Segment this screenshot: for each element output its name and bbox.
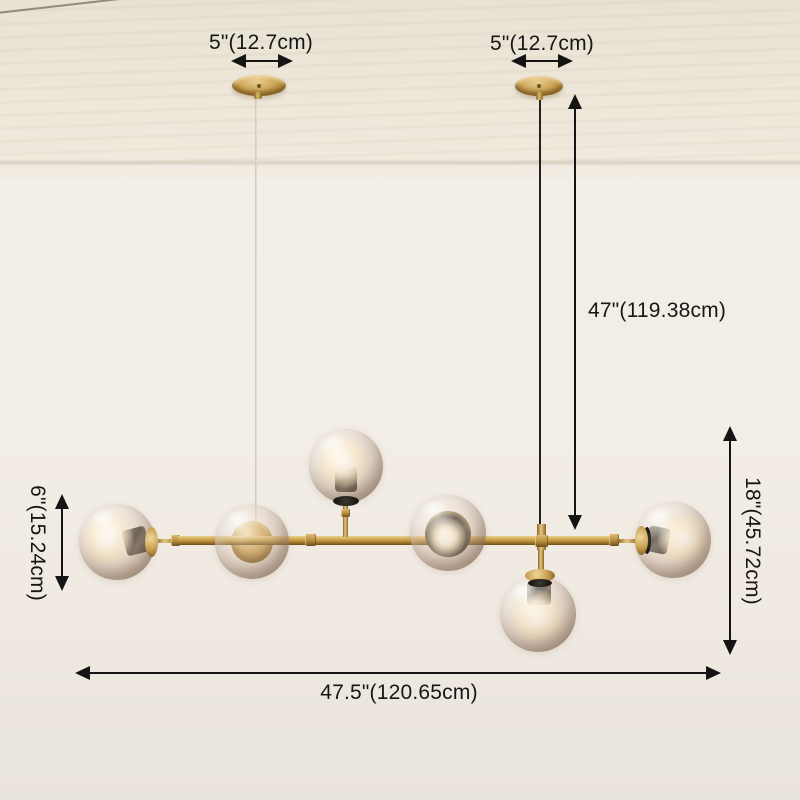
globe-height-label: 6"(15.24cm) <box>26 485 49 601</box>
canopy-left-width-arrow-icon <box>231 54 293 68</box>
globe-1-glass <box>79 504 155 580</box>
drop-height-label: 47"(119.38cm) <box>588 299 727 322</box>
arm-coupler-left <box>171 535 180 546</box>
globe-1-mount-bowl <box>145 527 158 557</box>
canopy-right-cord-grip <box>536 92 543 100</box>
globe-2-glass <box>215 505 289 579</box>
canopy-left-width-label: 5"(12.7cm) <box>209 31 313 54</box>
fixture-width-label: 47.5"(120.65cm) <box>320 681 478 704</box>
globe-5-glass <box>500 576 576 652</box>
globe-3-stem-coupler <box>341 509 350 517</box>
suspension-cord-white <box>255 98 257 522</box>
globe-3-glass <box>309 429 383 503</box>
canopy-right-width-label: 5"(12.7cm) <box>490 32 594 55</box>
ceiling <box>0 0 800 164</box>
fixture-width-arrow-icon <box>75 666 721 680</box>
canopy-left-cord-grip <box>254 92 262 99</box>
globe-3-stem <box>343 503 348 537</box>
globe-5-neck-ring <box>528 579 552 587</box>
arm-rod-right <box>617 539 639 543</box>
globe-3-base-cap <box>333 496 359 506</box>
fixture-height-label: 18"(45.72cm) <box>741 477 764 605</box>
globe-height-arrow-icon <box>55 494 69 591</box>
canopy-left-screw <box>257 84 261 88</box>
arm-coupler-right <box>609 534 619 546</box>
suspension-cord-black <box>539 98 541 527</box>
chandelier-arm-bar <box>178 536 612 545</box>
arm-rod-left <box>155 539 177 543</box>
center-connector-collar <box>535 535 548 547</box>
globe-5-mount-bowl <box>525 569 555 582</box>
globe-4-glass <box>410 495 486 571</box>
ceiling-wall-junction <box>0 159 800 166</box>
canopy-right-screw <box>537 84 541 88</box>
arm-coupler-mid-left <box>305 534 316 546</box>
globe-6-mount-bowl <box>635 526 648 555</box>
globe-5-stem <box>538 550 544 573</box>
drop-height-arrow-icon <box>568 94 582 530</box>
fixture-height-arrow-icon <box>723 426 737 655</box>
canopy-right-width-arrow-icon <box>511 54 573 68</box>
